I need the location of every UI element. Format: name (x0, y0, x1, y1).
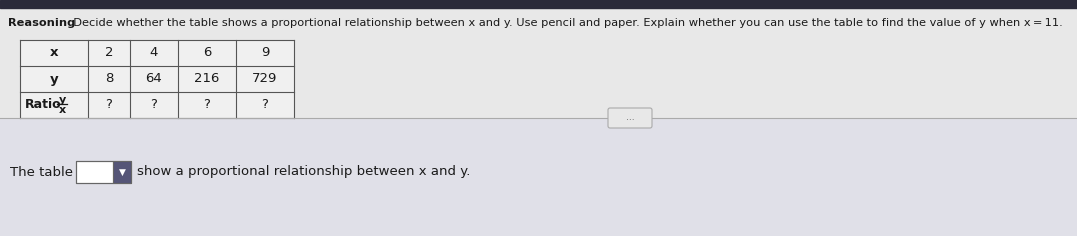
Text: x: x (58, 105, 66, 115)
Text: ?: ? (151, 98, 157, 111)
Text: y: y (58, 95, 66, 105)
Text: Decide whether the table shows a proportional relationship between x and y. Use : Decide whether the table shows a proport… (66, 18, 1063, 28)
Text: ?: ? (262, 98, 268, 111)
Text: ?: ? (204, 98, 210, 111)
Bar (20, 40, 294, 118)
Text: 216: 216 (194, 72, 220, 85)
Text: 9: 9 (261, 46, 269, 59)
Text: 4: 4 (150, 46, 158, 59)
FancyBboxPatch shape (609, 108, 652, 128)
Bar (0, 0, 1077, 8)
Text: y: y (50, 72, 58, 85)
Text: 64: 64 (145, 72, 163, 85)
Text: 2: 2 (104, 46, 113, 59)
Bar (0, 118, 1077, 236)
Text: ▼: ▼ (118, 168, 125, 177)
Text: The table: The table (10, 165, 73, 178)
Bar (76, 161, 113, 183)
Text: show a proportional relationship between x and y.: show a proportional relationship between… (137, 165, 471, 178)
Text: x: x (50, 46, 58, 59)
Text: Ratio: Ratio (25, 98, 61, 111)
Text: 729: 729 (252, 72, 278, 85)
Text: ...: ... (626, 114, 634, 122)
Text: Reasoning: Reasoning (8, 18, 75, 28)
Text: 6: 6 (202, 46, 211, 59)
Bar (76, 161, 131, 183)
Text: ?: ? (106, 98, 112, 111)
Bar (113, 161, 131, 183)
Text: 8: 8 (104, 72, 113, 85)
